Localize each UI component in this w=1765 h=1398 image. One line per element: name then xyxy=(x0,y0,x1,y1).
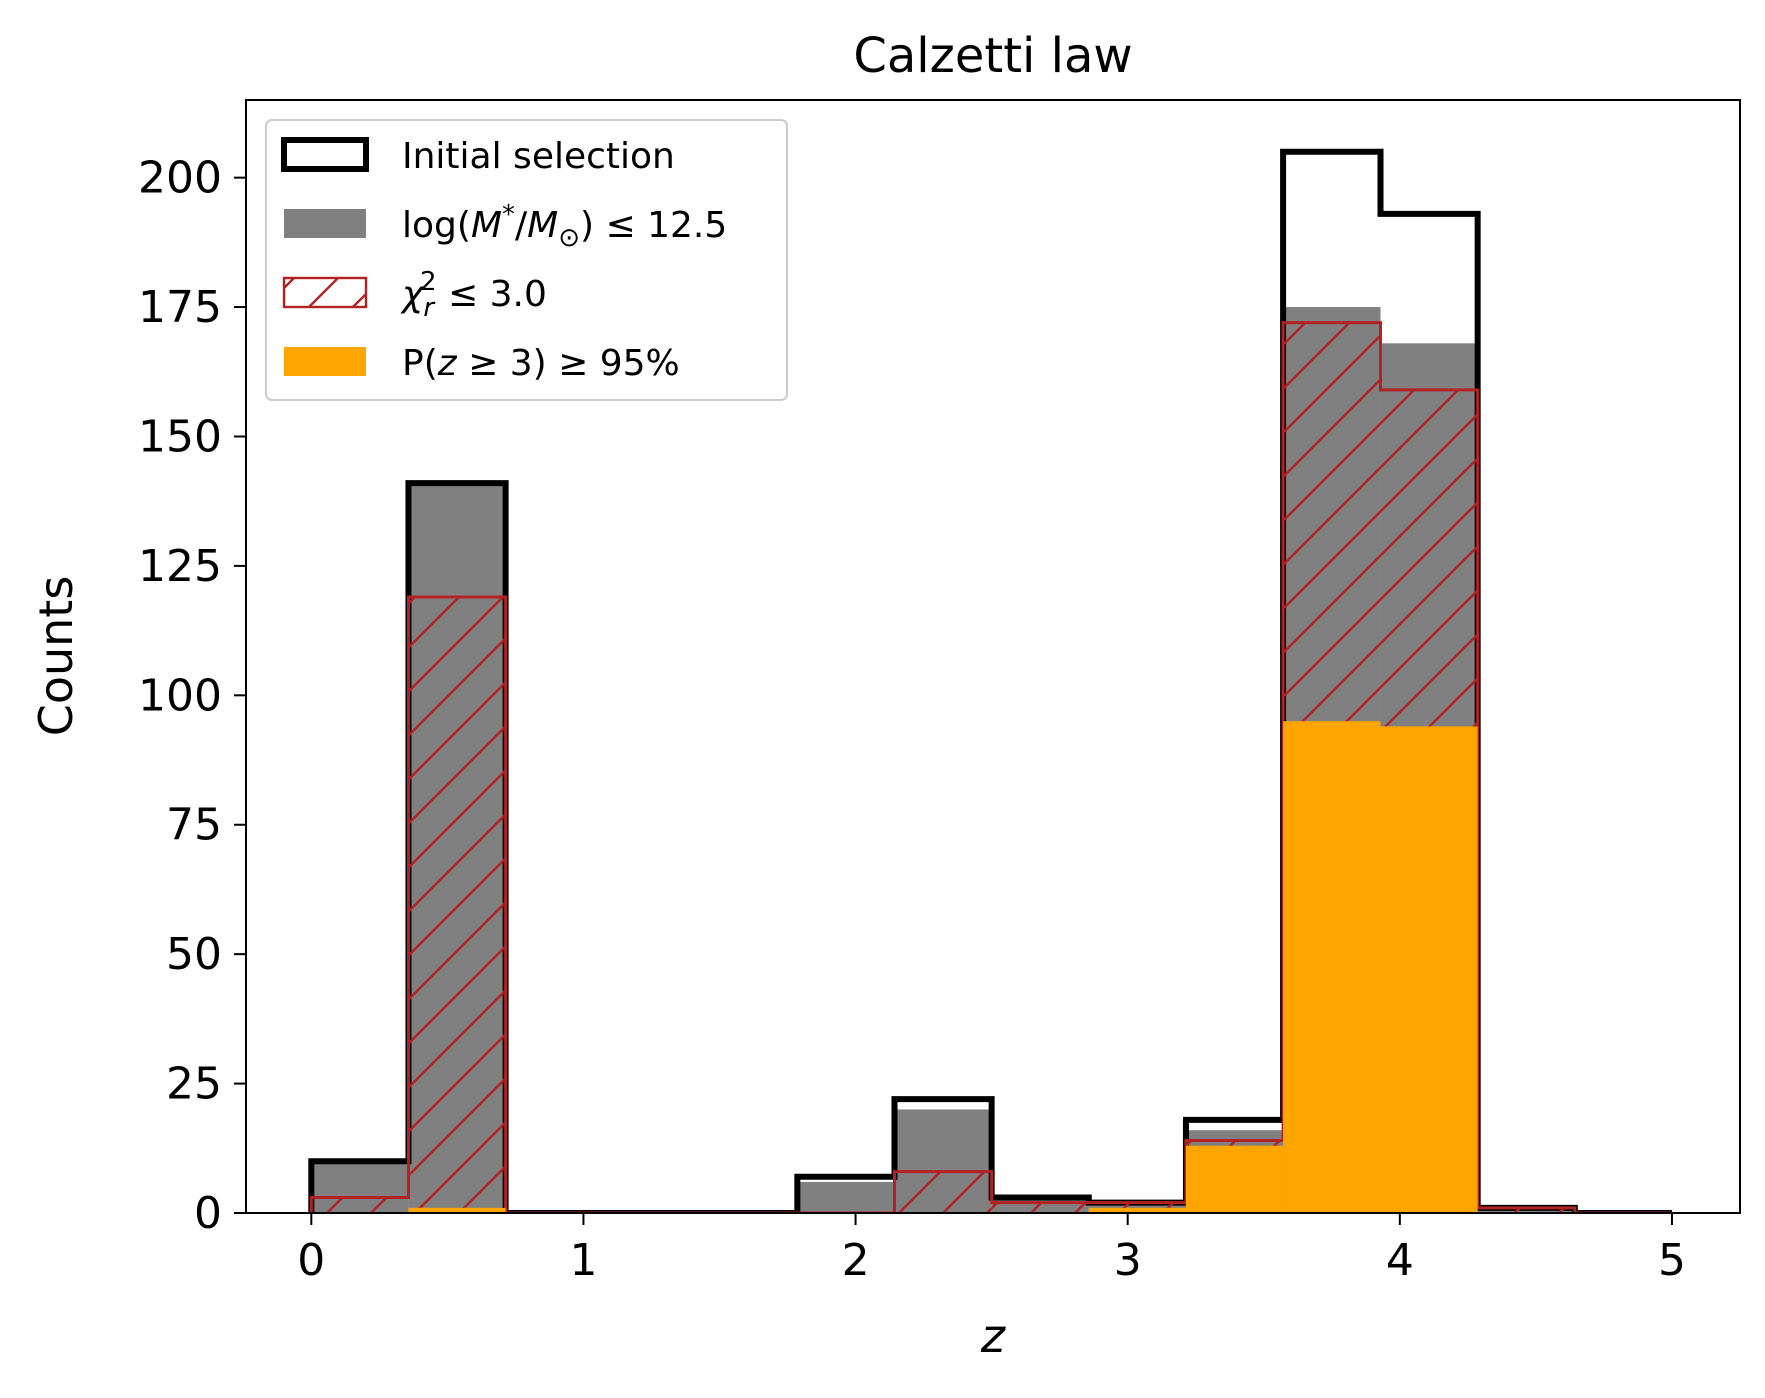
legend-swatch-pz xyxy=(284,347,366,376)
x-tick-label-3: 3 xyxy=(1114,1235,1142,1286)
legend-label-chi: χr2 ≤ 3.0 xyxy=(400,267,547,323)
bar-pz-9 xyxy=(1185,1145,1284,1213)
plot-frame xyxy=(245,99,1741,1214)
plot-area xyxy=(308,148,1672,1213)
bar-pz-8 xyxy=(1088,1207,1186,1213)
x-tick-label-4: 4 xyxy=(1386,1235,1414,1286)
x-tick-label-1: 1 xyxy=(569,1235,597,1286)
bar-pz-1 xyxy=(408,1207,506,1213)
bar-pz-10 xyxy=(1283,721,1381,1213)
bar-pz-11 xyxy=(1380,726,1478,1213)
x-tick-label-5: 5 xyxy=(1658,1235,1686,1286)
y-tick-label-1: 25 xyxy=(166,1059,222,1110)
legend-label-initial: Initial selection xyxy=(402,136,675,177)
legend-label-mass: log(M*/M⊙) ≤ 12.5 xyxy=(402,200,727,253)
legend: Initial selection log(M*/M⊙) ≤ 12.5 χr2 … xyxy=(265,119,788,401)
chi-outline xyxy=(309,321,1672,1213)
y-tick-label-8: 200 xyxy=(138,153,222,204)
bar-chi-7 xyxy=(991,1202,1089,1213)
bar-chi-1 xyxy=(408,596,506,1213)
legend-frame xyxy=(265,119,788,401)
y-axis-label: Counts xyxy=(29,576,83,737)
bar-chi-6 xyxy=(894,1171,992,1213)
x-axis-label: z xyxy=(980,1309,1006,1363)
x-tick-label-2: 2 xyxy=(842,1235,870,1286)
y-tick-label-6: 150 xyxy=(138,411,222,462)
legend-swatch-mass xyxy=(284,209,366,238)
bar-chi-12 xyxy=(1477,1207,1575,1213)
y-tick-label-3: 75 xyxy=(166,800,222,851)
legend-swatch-chi xyxy=(282,276,368,309)
y-tick-label-5: 125 xyxy=(138,541,222,592)
y-tick-label-0: 0 xyxy=(194,1188,222,1239)
bar-chi-0 xyxy=(311,1197,409,1213)
x-tick-label-0: 0 xyxy=(297,1235,325,1286)
bar-mass-5 xyxy=(797,1181,895,1213)
legend-label-pz: P(z ≥ 3) ≥ 95% xyxy=(402,343,680,384)
y-tick-label-7: 175 xyxy=(138,282,222,333)
y-tick-label-4: 100 xyxy=(138,670,222,721)
chart-title: Calzetti law xyxy=(853,28,1132,84)
legend-swatch-initial xyxy=(281,137,369,172)
y-tick-label-2: 50 xyxy=(166,929,222,980)
